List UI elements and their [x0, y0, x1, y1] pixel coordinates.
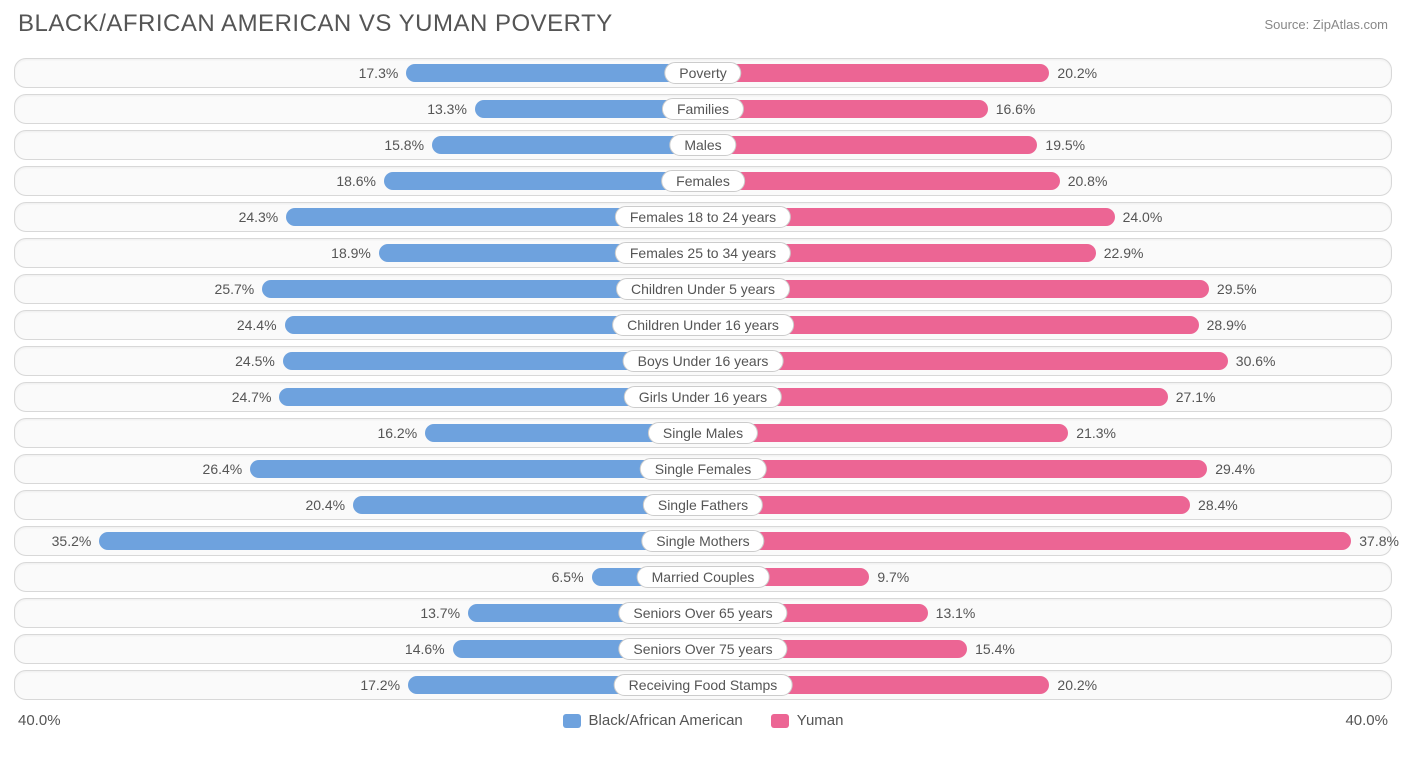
value-label-a: 15.8% — [384, 137, 424, 153]
value-label-b: 28.9% — [1207, 317, 1247, 333]
chart-row: 35.2%37.8%Single Mothers — [14, 526, 1392, 556]
bar-series-a — [250, 460, 703, 478]
chart-header: BLACK/AFRICAN AMERICAN VS YUMAN POVERTY … — [14, 10, 1392, 38]
value-label-b: 16.6% — [996, 101, 1036, 117]
bar-series-b — [703, 460, 1207, 478]
value-label-a: 17.3% — [359, 65, 399, 81]
value-label-b: 28.4% — [1198, 497, 1238, 513]
category-label: Single Males — [648, 422, 758, 444]
category-label: Single Mothers — [641, 530, 764, 552]
chart-row: 24.4% 28.9% Children Under 16 years — [14, 310, 1392, 340]
value-label-a: 26.4% — [203, 461, 243, 477]
value-label-a: 18.9% — [331, 245, 371, 261]
bar-series-b — [703, 64, 1049, 82]
value-label-a: 24.5% — [235, 353, 275, 369]
legend-label-a: Black/African American — [589, 712, 743, 729]
bar-series-b — [703, 532, 1351, 550]
value-label-b: 20.2% — [1057, 677, 1097, 693]
bar-series-b — [703, 136, 1037, 154]
chart-row: 13.3% 16.6% Families — [14, 94, 1392, 124]
value-label-b: 21.3% — [1076, 425, 1116, 441]
value-label-b: 37.8% — [1359, 533, 1399, 549]
bar-series-b — [703, 100, 988, 118]
value-label-b: 19.5% — [1045, 137, 1085, 153]
value-label-a: 20.4% — [305, 497, 345, 513]
legend: Black/African American Yuman — [563, 712, 844, 729]
chart-title: BLACK/AFRICAN AMERICAN VS YUMAN POVERTY — [18, 10, 613, 38]
value-label-b: 24.0% — [1123, 209, 1163, 225]
chart-row: 18.6% 20.8% Females — [14, 166, 1392, 196]
bar-series-b — [703, 172, 1060, 190]
bar-series-b — [703, 496, 1190, 514]
chart-row: 18.9% 22.9% Females 25 to 34 years — [14, 238, 1392, 268]
value-label-b: 29.4% — [1215, 461, 1255, 477]
legend-label-b: Yuman — [797, 712, 844, 729]
chart-row: 26.4% 29.4% Single Females — [14, 454, 1392, 484]
value-label-a: 17.2% — [360, 677, 400, 693]
value-label-a: 18.6% — [336, 173, 376, 189]
category-label: Seniors Over 75 years — [618, 638, 787, 660]
chart-row: 24.7% 27.1% Girls Under 16 years — [14, 382, 1392, 412]
legend-item-b: Yuman — [771, 712, 844, 729]
value-label-a: 35.2% — [52, 533, 92, 549]
value-label-b: 20.2% — [1057, 65, 1097, 81]
category-label: Married Couples — [637, 566, 770, 588]
category-label: Children Under 5 years — [616, 278, 790, 300]
value-label-a: 24.4% — [237, 317, 277, 333]
value-label-a: 13.3% — [427, 101, 467, 117]
legend-swatch-b — [771, 714, 789, 728]
category-label: Females — [661, 170, 745, 192]
diverging-bar-chart: 17.3% 20.2% Poverty 13.3% 16.6% Families 15.8%… — [14, 58, 1392, 700]
bar-series-a — [432, 136, 703, 154]
category-label: Single Fathers — [643, 494, 763, 516]
value-label-b: 22.9% — [1104, 245, 1144, 261]
category-label: Single Females — [640, 458, 767, 480]
category-label: Families — [662, 98, 744, 120]
category-label: Females 18 to 24 years — [615, 206, 791, 228]
bar-series-a — [99, 532, 703, 550]
category-label: Males — [669, 134, 736, 156]
value-label-a: 16.2% — [377, 425, 417, 441]
source-label: Source: ZipAtlas.com — [1264, 17, 1388, 32]
value-label-a: 13.7% — [420, 605, 460, 621]
category-label: Boys Under 16 years — [623, 350, 784, 372]
category-label: Seniors Over 65 years — [618, 602, 787, 624]
value-label-b: 15.4% — [975, 641, 1015, 657]
value-label-a: 24.3% — [239, 209, 279, 225]
category-label: Children Under 16 years — [612, 314, 794, 336]
value-label-a: 6.5% — [552, 569, 584, 585]
chart-footer: 40.0% Black/African American Yuman 40.0% — [14, 706, 1392, 729]
chart-row: 24.5% 30.6% Boys Under 16 years — [14, 346, 1392, 376]
chart-row: 15.8% 19.5% Males — [14, 130, 1392, 160]
category-label: Receiving Food Stamps — [614, 674, 793, 696]
chart-row: 14.6% 15.4% Seniors Over 75 years — [14, 634, 1392, 664]
value-label-a: 24.7% — [232, 389, 272, 405]
chart-row: 17.2% 20.2% Receiving Food Stamps — [14, 670, 1392, 700]
chart-row: 20.4% 28.4% Single Fathers — [14, 490, 1392, 520]
chart-row: 13.7% 13.1% Seniors Over 65 years — [14, 598, 1392, 628]
chart-row: 6.5% 9.7% Married Couples — [14, 562, 1392, 592]
legend-item-a: Black/African American — [563, 712, 743, 729]
value-label-b: 9.7% — [877, 569, 909, 585]
bar-series-a — [406, 64, 703, 82]
value-label-a: 25.7% — [215, 281, 255, 297]
value-label-b: 29.5% — [1217, 281, 1257, 297]
value-label-b: 30.6% — [1236, 353, 1276, 369]
category-label: Girls Under 16 years — [624, 386, 782, 408]
chart-row: 16.2% 21.3% Single Males — [14, 418, 1392, 448]
category-label: Females 25 to 34 years — [615, 242, 791, 264]
category-label: Poverty — [664, 62, 741, 84]
axis-max-left-label: 40.0% — [18, 712, 61, 729]
axis-max-right-label: 40.0% — [1345, 712, 1388, 729]
legend-swatch-a — [563, 714, 581, 728]
value-label-a: 14.6% — [405, 641, 445, 657]
value-label-b: 27.1% — [1176, 389, 1216, 405]
value-label-b: 20.8% — [1068, 173, 1108, 189]
chart-row: 25.7% 29.5% Children Under 5 years — [14, 274, 1392, 304]
chart-row: 24.3% 24.0% Females 18 to 24 years — [14, 202, 1392, 232]
chart-row: 17.3% 20.2% Poverty — [14, 58, 1392, 88]
bar-series-a — [384, 172, 703, 190]
value-label-b: 13.1% — [936, 605, 976, 621]
